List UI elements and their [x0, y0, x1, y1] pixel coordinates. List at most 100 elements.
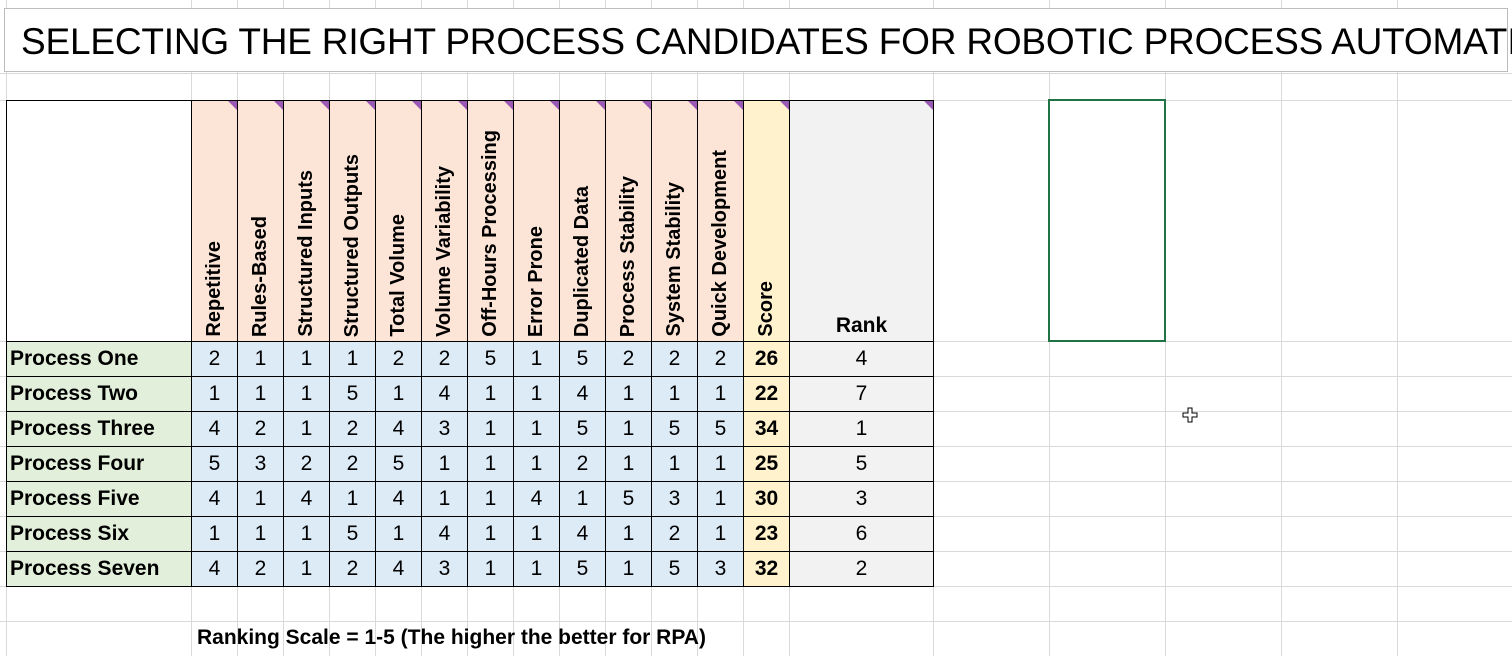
value-cell: 4 [559, 376, 606, 412]
value-cell: 1 [237, 341, 284, 377]
comment-marker [504, 101, 513, 110]
score-cell: 22 [743, 376, 790, 412]
row-label: Process Five [6, 481, 192, 517]
rank-cell: 5 [789, 446, 934, 482]
value-cell: 1 [651, 376, 698, 412]
value-cell: 1 [375, 376, 422, 412]
criteria-label: Rules-Based [249, 215, 271, 337]
value-cell: 2 [329, 411, 376, 447]
value-cell: 1 [559, 481, 606, 517]
comment-marker [688, 101, 697, 110]
value-cell: 5 [605, 481, 652, 517]
value-cell: 5 [329, 376, 376, 412]
criteria-label: Quick Development [709, 150, 731, 337]
value-cell: 5 [559, 341, 606, 377]
comment-marker [366, 101, 375, 110]
value-cell: 1 [605, 411, 652, 447]
value-cell: 3 [421, 411, 468, 447]
value-cell: 1 [237, 516, 284, 552]
criteria-header: Structured Outputs [329, 100, 376, 342]
comment-marker [642, 101, 651, 110]
comment-marker [228, 101, 237, 110]
score-cell: 25 [743, 446, 790, 482]
rank-header: Rank [789, 100, 934, 342]
comment-marker [596, 101, 605, 110]
value-cell: 5 [697, 411, 744, 447]
value-cell: 5 [651, 551, 698, 587]
value-cell: 2 [283, 446, 330, 482]
value-cell: 5 [375, 446, 422, 482]
score-cell: 34 [743, 411, 790, 447]
criteria-label: Structured Inputs [295, 170, 317, 337]
value-cell: 4 [421, 516, 468, 552]
value-cell: 2 [559, 446, 606, 482]
corner-cell [6, 100, 192, 342]
value-cell: 1 [191, 516, 238, 552]
criteria-header: Process Stability [605, 100, 652, 342]
value-cell: 1 [467, 446, 514, 482]
value-cell: 4 [513, 481, 560, 517]
comment-marker [734, 101, 743, 110]
value-cell: 1 [467, 411, 514, 447]
row-label: Process Two [6, 376, 192, 412]
criteria-header: Total Volume [375, 100, 422, 342]
value-cell: 1 [513, 411, 560, 447]
value-cell: 1 [697, 376, 744, 412]
value-cell: 1 [421, 481, 468, 517]
title-box: SELECTING THE RIGHT PROCESS CANDIDATES F… [4, 8, 1512, 72]
criteria-header: Duplicated Data [559, 100, 606, 342]
rank-cell: 3 [789, 481, 934, 517]
criteria-header: Structured Inputs [283, 100, 330, 342]
value-cell: 1 [513, 551, 560, 587]
cursor [1182, 407, 1198, 423]
value-cell: 4 [421, 376, 468, 412]
value-cell: 1 [283, 411, 330, 447]
score-cell: 32 [743, 551, 790, 587]
value-cell: 4 [283, 481, 330, 517]
value-cell: 2 [191, 341, 238, 377]
value-cell: 2 [329, 551, 376, 587]
footnote: Ranking Scale = 1-5 (The higher the bett… [197, 626, 706, 649]
value-cell: 1 [467, 481, 514, 517]
value-cell: 1 [513, 516, 560, 552]
criteria-label: Volume Variability [433, 166, 455, 337]
score-label: Score [755, 281, 777, 337]
criteria-label: Error Prone [525, 225, 547, 337]
score-cell: 23 [743, 516, 790, 552]
value-cell: 1 [605, 551, 652, 587]
value-cell: 5 [559, 411, 606, 447]
selected-cell[interactable] [1048, 99, 1166, 342]
criteria-label: Duplicated Data [571, 185, 593, 337]
criteria-label: System Stability [663, 182, 685, 337]
score-cell: 26 [743, 341, 790, 377]
value-cell: 2 [237, 411, 284, 447]
comment-marker [412, 101, 421, 110]
value-cell: 4 [191, 481, 238, 517]
value-cell: 1 [513, 341, 560, 377]
comment-marker [458, 101, 467, 110]
value-cell: 5 [467, 341, 514, 377]
value-cell: 1 [237, 376, 284, 412]
value-cell: 1 [605, 446, 652, 482]
value-cell: 4 [375, 551, 422, 587]
value-cell: 1 [375, 516, 422, 552]
value-cell: 1 [697, 446, 744, 482]
comment-marker [550, 101, 559, 110]
comment-marker [780, 101, 789, 110]
comment-marker [320, 101, 329, 110]
row-label: Process One [6, 341, 192, 377]
value-cell: 1 [651, 446, 698, 482]
row-label: Process Seven [6, 551, 192, 587]
criteria-header: Rules-Based [237, 100, 284, 342]
rank-cell: 7 [789, 376, 934, 412]
value-cell: 4 [375, 481, 422, 517]
value-cell: 5 [191, 446, 238, 482]
criteria-header: Off-Hours Processing [467, 100, 514, 342]
criteria-label: Structured Outputs [341, 153, 363, 337]
value-cell: 2 [651, 516, 698, 552]
value-cell: 1 [191, 376, 238, 412]
value-cell: 1 [605, 516, 652, 552]
value-cell: 1 [421, 446, 468, 482]
value-cell: 1 [329, 481, 376, 517]
